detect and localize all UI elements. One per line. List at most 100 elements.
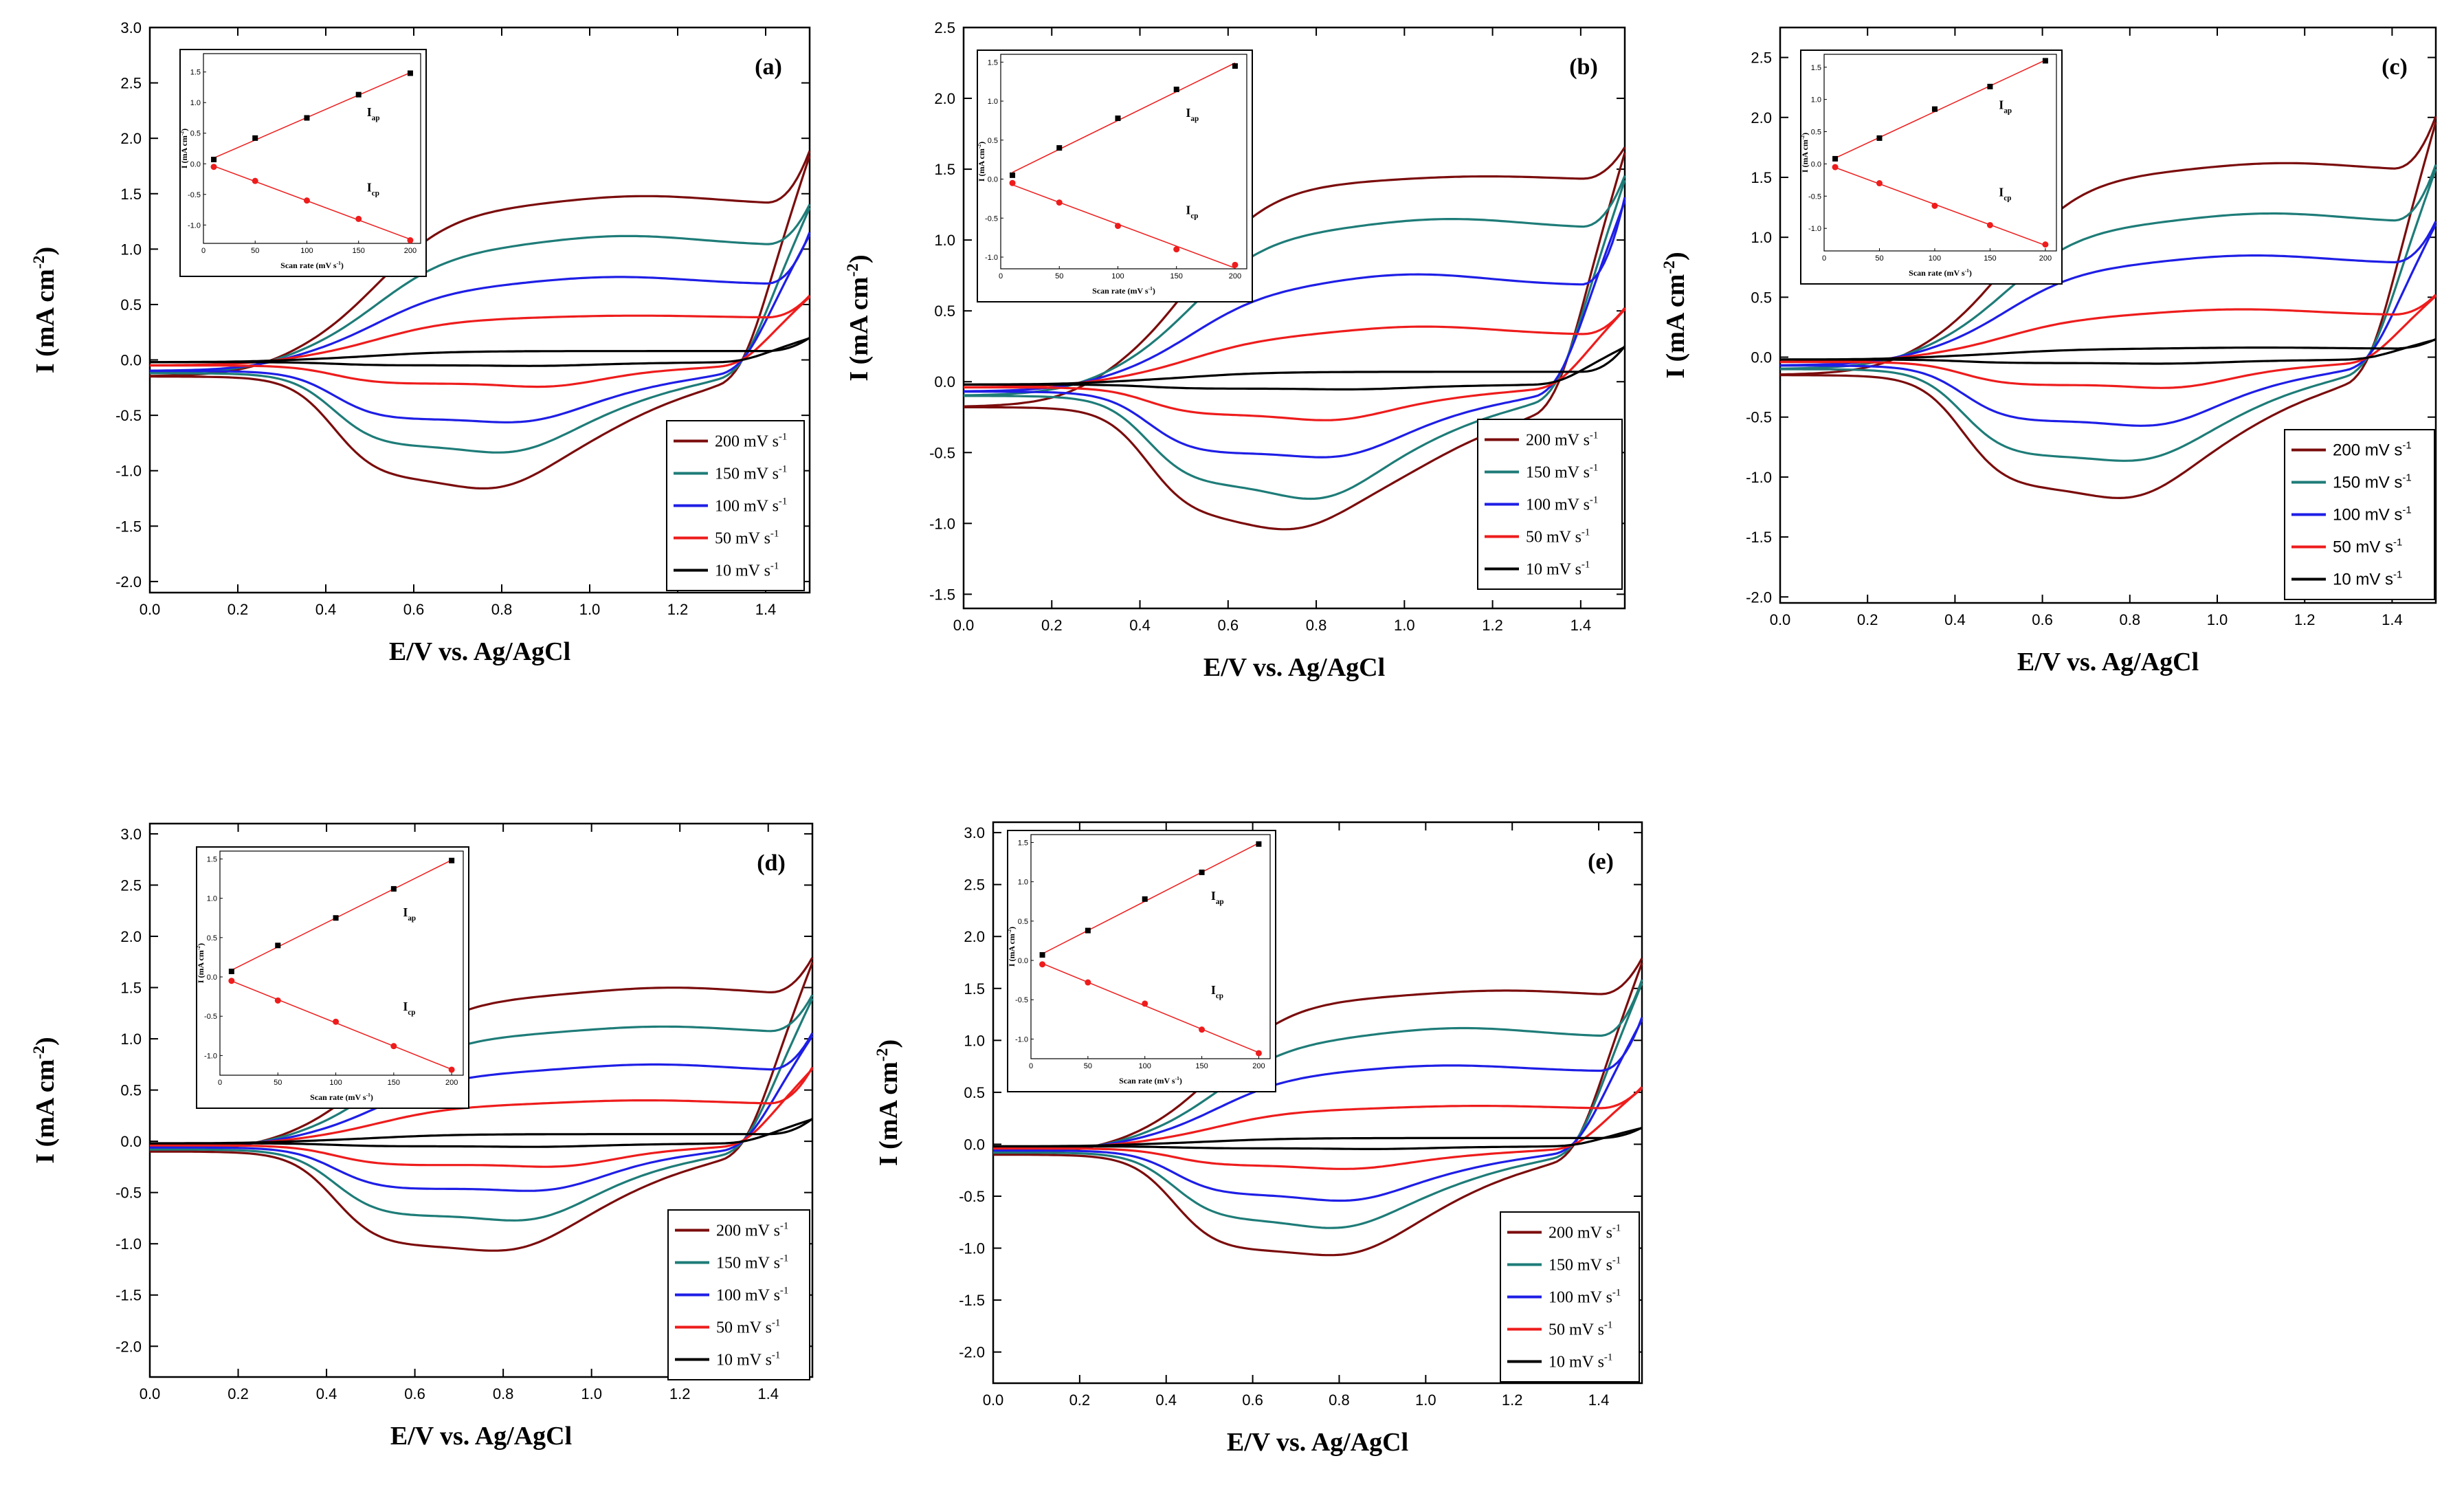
x-tick-label: 0.2 — [1041, 617, 1063, 634]
y-tick-label: 1.0 — [1751, 229, 1772, 246]
legend-entry: 100 mV s-1 — [715, 496, 787, 516]
cv-curve-cathodic-2 — [993, 1019, 1643, 1202]
y-tick-label: 0.0 — [934, 373, 955, 390]
y-tick-label: -1.5 — [115, 1287, 142, 1304]
inset-point-cathodic — [303, 197, 310, 204]
legend-entry: 100 mV s-1 — [1549, 1288, 1621, 1307]
legend-entry: 150 mV s-1 — [716, 1253, 788, 1273]
panel-label: (a) — [755, 54, 782, 80]
inset-point-anodic — [449, 857, 455, 863]
y-axis-title: I (mA cm-2) — [1661, 252, 1690, 378]
inset-label-cathodic: Icp — [1211, 983, 1223, 1000]
inset-x-title: Scan rate (mV s-1) — [310, 1092, 373, 1102]
inset-point-cathodic — [355, 215, 362, 222]
inset-y-tick-label: 0.0 — [1018, 957, 1028, 965]
inset-x-tick-label: 0 — [1822, 254, 1826, 263]
cv-curve-anodic-4 — [1779, 338, 2437, 361]
y-tick-label: 1.0 — [934, 232, 955, 249]
inset-box — [196, 846, 469, 1109]
panel-d: 0.0 0.2 0.4 0.6 0.8 1.0 1.2 1.4 -2.0 -1.5 -1.0 -0.5… — [30, 822, 814, 1451]
inset-point-anodic — [1085, 927, 1091, 934]
cv-curve-cathodic-0 — [150, 155, 811, 489]
panel-label: (e) — [1588, 849, 1614, 874]
inset-y-tick-label: -0.5 — [985, 214, 998, 223]
legend-entry: 150 mV s-1 — [2333, 473, 2412, 492]
inset-point-cathodic — [1173, 246, 1180, 253]
inset-y-tick-label: 1.0 — [1018, 879, 1028, 887]
inset-x-tick-label: 50 — [1875, 254, 1883, 263]
inset-x-tick-label: 200 — [1229, 272, 1241, 280]
legend: 200 mV s-1 150 mV s-1 100 mV s-1 50 mV s-1 1… — [666, 420, 805, 591]
inset-point-cathodic — [1986, 221, 1993, 228]
x-tick-label: 0.4 — [1129, 617, 1151, 634]
inset-x-tick-label: 100 — [1111, 272, 1124, 280]
y-tick-label: -1.5 — [959, 1292, 985, 1309]
inset-y-tick-label: -1.0 — [1808, 225, 1821, 233]
inset-point-anodic — [1115, 115, 1121, 122]
x-tick-label: 1.0 — [1415, 1391, 1436, 1409]
cv-curve-cathodic-3 — [150, 1068, 814, 1168]
legend-entry: 10 mV s-1 — [1526, 560, 1590, 579]
legend-entry: 150 mV s-1 — [1526, 463, 1598, 482]
inset-label-anodic: Iap — [1999, 98, 2012, 115]
inset-x-tick-label: 100 — [1139, 1062, 1151, 1070]
inset-point-cathodic — [407, 237, 414, 244]
x-tick-label: 0.6 — [1218, 617, 1239, 634]
inset-y-tick-label: 1.5 — [190, 69, 201, 77]
inset-x-tick-label: 200 — [1252, 1062, 1265, 1070]
inset-x-tick-label: 150 — [1984, 254, 1996, 263]
y-axis-title: I (mA cm-2) — [874, 1039, 903, 1166]
y-tick-label: -2.0 — [959, 1344, 985, 1361]
inset-y-tick-label: -1.0 — [1015, 1035, 1028, 1044]
inset-y-tick-label: 1.0 — [190, 99, 201, 107]
y-tick-label: -0.5 — [929, 444, 955, 461]
inset-point-anodic — [304, 115, 310, 121]
inset-x-tick-label: 50 — [1055, 272, 1063, 280]
y-tick-label: -0.5 — [115, 1185, 142, 1202]
cv-curve-cathodic-0 — [993, 962, 1643, 1257]
inset-point-anodic — [407, 70, 413, 76]
inset-point-anodic — [1056, 145, 1063, 151]
inset-fit-cathodic — [1012, 184, 1236, 269]
inset-point-cathodic — [1832, 164, 1839, 170]
x-tick-label: 0.6 — [2032, 611, 2053, 628]
cv-curve-anodic-3 — [1779, 294, 2437, 363]
inset-fit-anodic — [1834, 59, 2046, 159]
plot-frame — [1779, 26, 2437, 604]
y-tick-label: 2.0 — [964, 928, 985, 945]
legend-entry: 100 mV s-1 — [716, 1286, 788, 1305]
cv-curve-cathodic-4 — [964, 346, 1625, 390]
legend-entry: 150 mV s-1 — [1549, 1255, 1621, 1275]
inset-y-tick-label: 1.0 — [988, 98, 998, 106]
inset-y-tick-label: 1.5 — [1018, 839, 1028, 847]
cv-curve-anodic-4 — [964, 345, 1626, 386]
y-tick-label: 2.5 — [120, 75, 142, 92]
inset-label-cathodic: Icp — [1186, 203, 1198, 221]
inset-y-tick-label: 0.5 — [988, 137, 998, 145]
y-tick-label: -0.5 — [1746, 409, 1772, 426]
legend-entry: 200 mV s-1 — [2333, 441, 2412, 460]
x-axis-title: E/V vs. Ag/AgCl — [390, 1422, 572, 1451]
inset-x-tick-label: 150 — [1195, 1062, 1208, 1070]
inset-point-anodic — [275, 943, 281, 949]
y-tick-label: 2.5 — [120, 877, 142, 894]
cv-curve-cathodic-2 — [1780, 223, 2437, 427]
y-tick-label: 2.5 — [1751, 49, 1772, 67]
cv-curve-cathodic-1 — [1780, 168, 2437, 462]
inset-point-cathodic — [1009, 179, 1016, 186]
y-tick-label: -1.0 — [959, 1240, 985, 1257]
inset-point-cathodic — [210, 164, 217, 170]
inset-point-cathodic — [274, 997, 281, 1004]
inset-x-tick-label: 100 — [329, 1079, 342, 1087]
inset-x-title: Scan rate (mV s-1) — [1119, 1075, 1182, 1086]
y-tick-label: 1.5 — [1751, 169, 1772, 186]
panel-label: (d) — [757, 850, 786, 876]
x-tick-label: 0.0 — [140, 1385, 161, 1402]
x-tick-label: 1.4 — [757, 1385, 779, 1402]
cv-curve-cathodic-1 — [964, 179, 1626, 500]
y-tick-label: -1.0 — [115, 463, 142, 480]
inset-point-anodic — [1232, 63, 1238, 69]
cv-curve-cathodic-2 — [964, 200, 1626, 459]
x-tick-label: 0.8 — [1306, 617, 1327, 634]
x-tick-label: 1.4 — [1588, 1391, 1610, 1409]
